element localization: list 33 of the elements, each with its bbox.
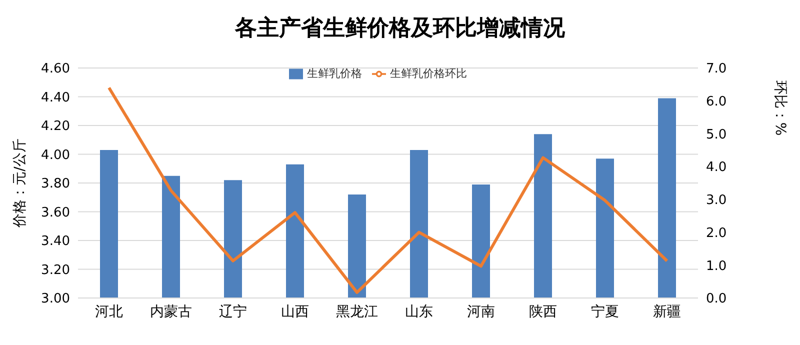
x-tick-label: 山东 — [405, 304, 433, 320]
y-tick-label: 4.00 — [41, 148, 70, 163]
x-tick-label: 山西 — [281, 304, 309, 320]
y2-tick-label: 7.0 — [706, 62, 727, 77]
y-axis-title: 价格：元/公斤 — [11, 138, 29, 228]
x-tick-label: 辽宁 — [219, 304, 247, 320]
y-tick-label: 3.40 — [41, 234, 70, 250]
chart-title: 各主产省生鲜价格及环比增减情况 — [234, 14, 566, 43]
x-tick-label: 黑龙江 — [336, 304, 378, 320]
y2-tick-label: 6.0 — [706, 94, 727, 110]
x-tick-label: 河南 — [467, 304, 495, 320]
y-tick-label: 4.20 — [41, 119, 70, 134]
y-tick-label: 3.00 — [41, 292, 70, 307]
y-tick-label: 4.40 — [41, 90, 70, 106]
y-tick-label: 3.80 — [41, 176, 70, 192]
y2-tick-label: 2.0 — [706, 226, 727, 241]
x-tick-label: 宁夏 — [591, 304, 619, 320]
x-tick-label: 河北 — [95, 304, 123, 320]
y2-tick-label: 3.0 — [706, 193, 727, 208]
y2-axis-title: 环比：% — [771, 80, 789, 136]
legend-label: 生鲜乳价格环比 — [390, 67, 467, 80]
legend-label: 生鲜乳价格 — [307, 67, 362, 80]
line-series — [108, 86, 668, 294]
y2-tick-label: 0.0 — [706, 292, 727, 307]
x-tick-label: 新疆 — [653, 304, 681, 320]
x-tick-label: 内蒙古 — [150, 304, 192, 320]
y2-tick-label: 5.0 — [706, 127, 727, 142]
y2-tick-label: 1.0 — [706, 258, 727, 274]
y-tick-label: 4.60 — [41, 62, 70, 77]
x-tick-label: 陕西 — [529, 304, 557, 320]
y-tick-label: 3.60 — [41, 205, 70, 220]
y-tick-label: 3.20 — [41, 262, 70, 278]
y2-tick-label: 4.0 — [706, 160, 727, 176]
